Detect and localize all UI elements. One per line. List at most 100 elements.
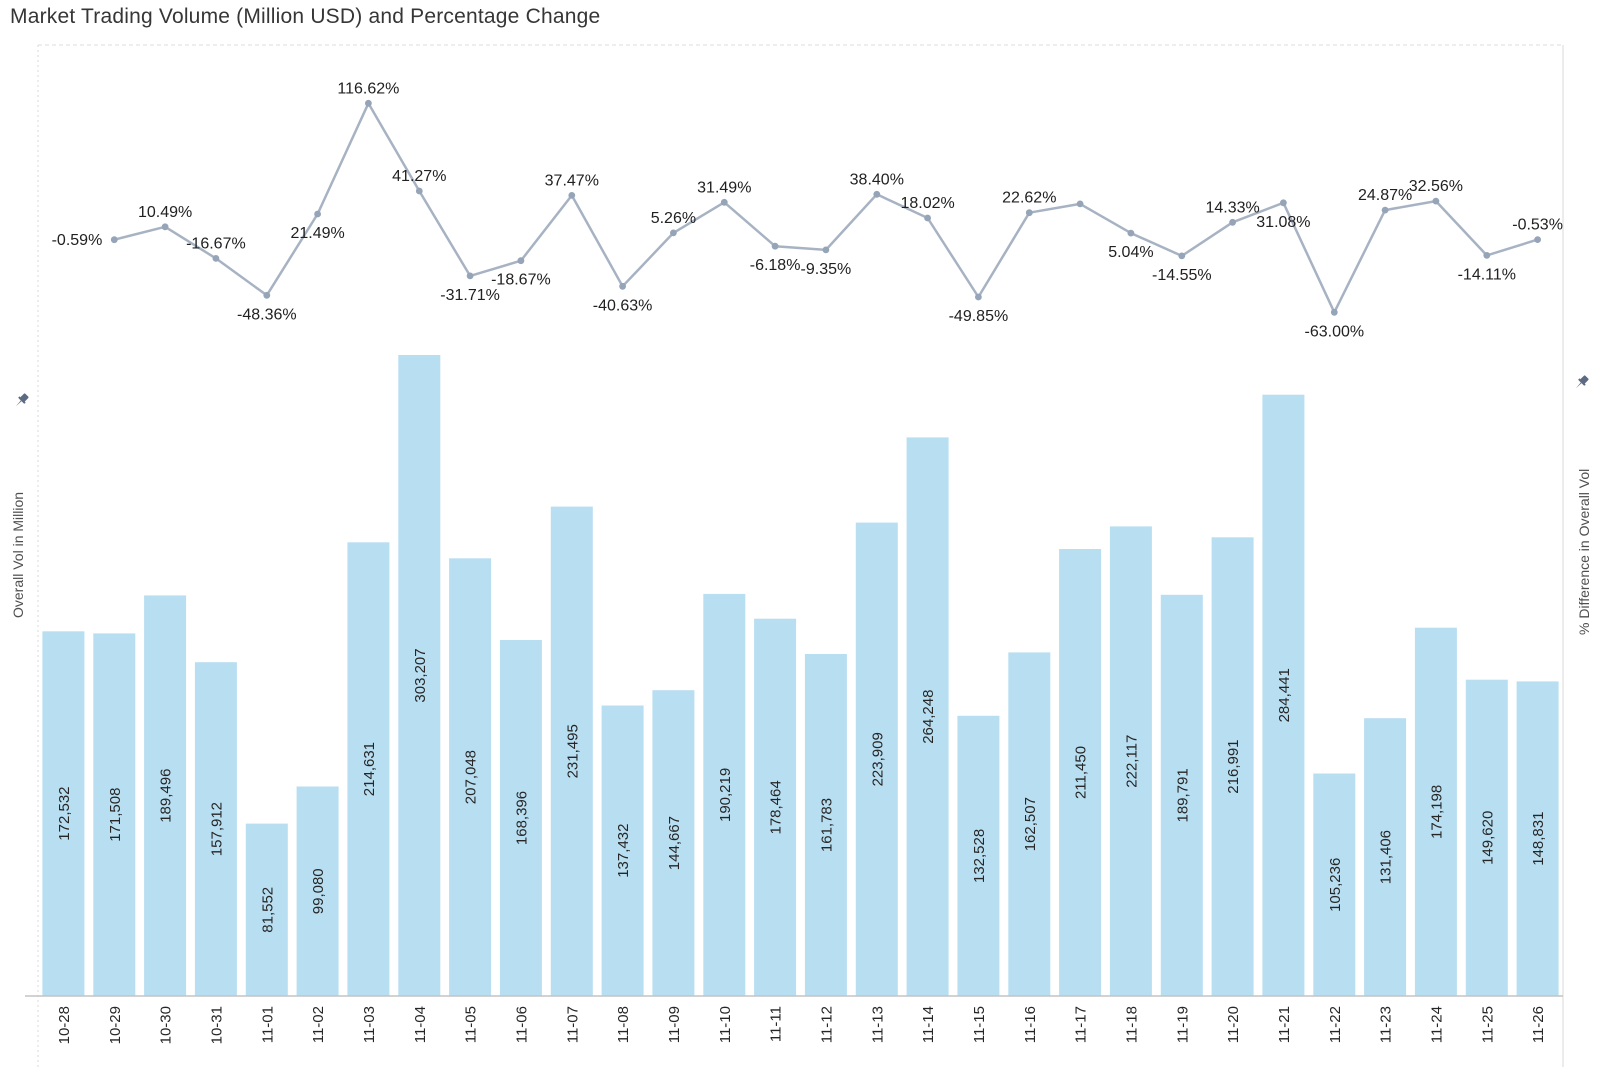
- bar-value-label: 161,783: [818, 798, 835, 852]
- bar-value-label: 174,198: [1428, 785, 1445, 839]
- bar-11-04[interactable]: [398, 355, 441, 996]
- bar-10-29[interactable]: [93, 633, 136, 996]
- left-axis-title: Overall Vol in Million: [10, 491, 26, 618]
- pct-point-11-12[interactable]: [822, 246, 830, 254]
- pct-point-11-11[interactable]: [771, 242, 779, 250]
- pct-value-label: -0.59%: [52, 232, 103, 249]
- bar-value-label: 211,450: [1073, 746, 1090, 799]
- x-axis-label: 11-20: [1225, 1006, 1242, 1043]
- pct-point-11-24[interactable]: [1432, 197, 1440, 205]
- x-axis-label: 11-07: [564, 1006, 581, 1043]
- pct-point-10-30[interactable]: [161, 223, 169, 231]
- bar-11-21[interactable]: [1262, 394, 1305, 996]
- bar-value-label: 157,912: [208, 802, 225, 856]
- bar-value-label: 216,991: [1225, 739, 1242, 793]
- bar-value-label: 189,791: [1174, 768, 1191, 822]
- pin-icon[interactable]: [12, 392, 30, 410]
- bar-value-label: 172,532: [56, 786, 73, 840]
- pin-icon[interactable]: [1572, 374, 1590, 392]
- pct-point-11-19[interactable]: [1178, 252, 1186, 260]
- bar-11-05[interactable]: [449, 558, 492, 996]
- pct-point-11-05[interactable]: [466, 272, 474, 280]
- bar-11-06[interactable]: [499, 640, 542, 996]
- pct-value-label: -40.63%: [593, 297, 653, 314]
- pct-value-label: 38.40%: [850, 171, 904, 188]
- bar-11-18[interactable]: [1109, 526, 1152, 996]
- x-axis-label: 11-13: [869, 1006, 886, 1043]
- pct-value-label: 5.26%: [651, 210, 696, 227]
- bar-10-30[interactable]: [144, 595, 187, 996]
- x-axis-label: 11-14: [920, 1006, 937, 1043]
- x-axis-label: 11-11: [768, 1006, 785, 1042]
- pct-value-label: -14.55%: [1152, 267, 1212, 284]
- bar-11-23[interactable]: [1364, 718, 1407, 996]
- bar-11-15[interactable]: [957, 715, 1000, 996]
- pct-value-label: 32.56%: [1409, 178, 1463, 195]
- bar-11-11[interactable]: [754, 618, 797, 996]
- pct-point-11-21[interactable]: [1280, 199, 1287, 207]
- pct-value-label: 31.49%: [697, 179, 751, 196]
- bar-11-16[interactable]: [1008, 652, 1051, 996]
- bar-11-03[interactable]: [347, 542, 390, 996]
- pct-point-11-20[interactable]: [1229, 218, 1236, 226]
- x-axis-label: 11-09: [666, 1006, 683, 1043]
- bar-11-17[interactable]: [1059, 549, 1102, 996]
- bar-11-13[interactable]: [855, 522, 898, 996]
- bar-11-26[interactable]: [1516, 681, 1559, 996]
- pct-point-11-17[interactable]: [1076, 200, 1084, 208]
- pct-point-11-10[interactable]: [720, 198, 728, 206]
- pct-point-11-23[interactable]: [1381, 206, 1389, 214]
- pct-value-label: 24.87%: [1358, 187, 1412, 204]
- bar-11-14[interactable]: [906, 437, 949, 996]
- pct-point-11-02[interactable]: [314, 210, 321, 218]
- pct-point-11-01[interactable]: [263, 291, 271, 299]
- pct-value-label: -6.18%: [750, 257, 801, 274]
- pct-value-label: 5.04%: [1108, 244, 1153, 261]
- pct-point-10-31[interactable]: [212, 255, 220, 262]
- pct-value-label: -16.67%: [186, 235, 246, 252]
- pct-point-10-29[interactable]: [110, 236, 118, 244]
- x-axis-label: 11-12: [818, 1006, 835, 1043]
- bar-value-label: 144,667: [666, 816, 683, 870]
- pct-point-11-09[interactable]: [670, 229, 677, 237]
- bar-11-02[interactable]: [296, 786, 339, 997]
- pct-point-11-26[interactable]: [1534, 236, 1541, 244]
- bar-11-10[interactable]: [703, 593, 746, 996]
- pct-point-11-25[interactable]: [1483, 252, 1491, 259]
- pct-value-label: -9.35%: [801, 261, 852, 278]
- bar-10-28[interactable]: [42, 631, 85, 996]
- pct-point-11-07[interactable]: [568, 192, 576, 199]
- bar-11-19[interactable]: [1160, 594, 1203, 996]
- pct-point-11-03[interactable]: [365, 99, 372, 107]
- bar-11-22[interactable]: [1313, 773, 1356, 997]
- x-axis-label: 10-30: [158, 1006, 175, 1044]
- x-axis-label: 11-01: [259, 1006, 276, 1043]
- bar-11-12[interactable]: [804, 654, 847, 996]
- bar-value-label: 207,048: [463, 750, 480, 804]
- pct-point-11-16[interactable]: [1025, 209, 1033, 217]
- x-axis-label: 11-17: [1073, 1006, 1090, 1043]
- pct-point-11-13[interactable]: [873, 190, 881, 198]
- bar-value-label: 231,495: [564, 724, 581, 778]
- bar-11-09[interactable]: [652, 690, 695, 996]
- bar-11-20[interactable]: [1211, 537, 1254, 996]
- pct-point-11-18[interactable]: [1127, 229, 1135, 237]
- pct-point-11-14[interactable]: [924, 214, 931, 222]
- x-axis-label: 11-21: [1276, 1006, 1293, 1043]
- bar-10-31[interactable]: [194, 662, 237, 996]
- pct-point-11-04[interactable]: [415, 187, 423, 195]
- pct-point-11-08[interactable]: [619, 282, 626, 290]
- bar-11-01[interactable]: [245, 823, 288, 996]
- pct-point-11-06[interactable]: [517, 257, 525, 265]
- pct-point-11-15[interactable]: [975, 293, 982, 301]
- x-axis-label: 11-08: [615, 1006, 632, 1043]
- x-axis-label: 11-24: [1428, 1006, 1445, 1043]
- pct-value-label: -49.85%: [949, 308, 1009, 325]
- bar-11-07[interactable]: [550, 506, 593, 996]
- pct-value-label: 21.49%: [290, 225, 344, 242]
- bar-11-08[interactable]: [601, 705, 644, 997]
- pct-point-11-22[interactable]: [1330, 308, 1338, 316]
- bar-11-24[interactable]: [1414, 627, 1457, 996]
- bar-11-25[interactable]: [1465, 679, 1508, 996]
